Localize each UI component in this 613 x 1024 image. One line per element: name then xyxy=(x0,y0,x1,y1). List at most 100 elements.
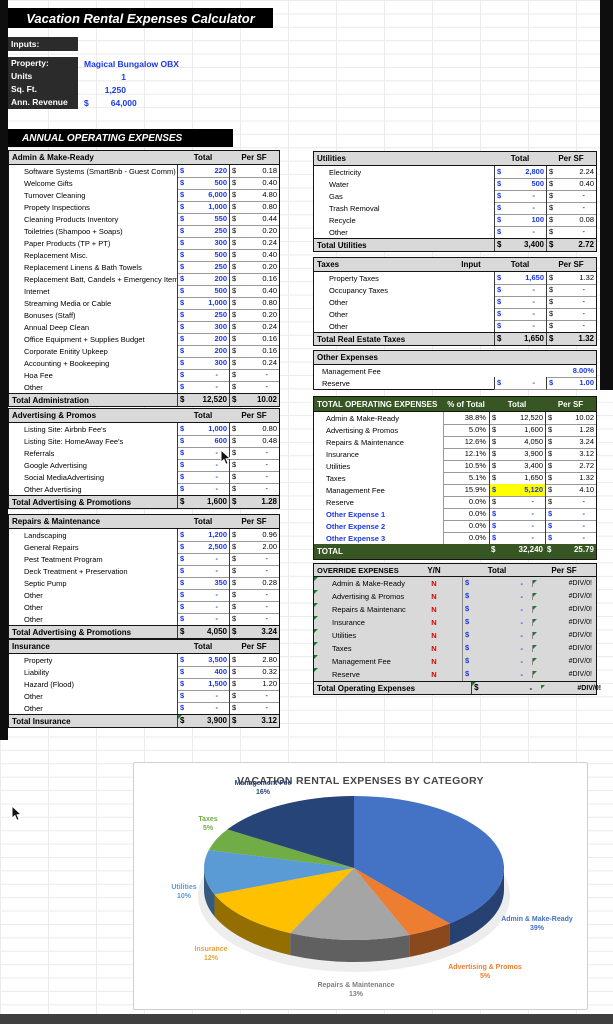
column-header-persf[interactable]: Per SF xyxy=(558,154,584,163)
cell-dollar[interactable]: $ xyxy=(547,545,552,554)
input-label[interactable]: Property: xyxy=(8,57,78,70)
cell-total[interactable]: - xyxy=(505,377,546,390)
cell-total[interactable]: 3,500 xyxy=(188,654,229,667)
cell-dollar[interactable]: $ xyxy=(177,369,188,382)
cell-dollar[interactable]: $ xyxy=(489,424,500,437)
cell-label[interactable]: Admin & Make-Ready xyxy=(332,579,405,588)
cell-dollar[interactable]: $ xyxy=(471,682,485,694)
cell-label[interactable]: Other Expense 3 xyxy=(326,534,386,543)
cell-total[interactable]: 550 xyxy=(188,213,229,226)
cell-dollar[interactable]: $ xyxy=(545,460,557,473)
cell-persf[interactable]: #DIV/0! xyxy=(532,606,596,613)
cell-dollar[interactable]: $ xyxy=(177,201,188,214)
cell-total[interactable]: 250 xyxy=(188,309,229,322)
cell-label[interactable]: Taxes xyxy=(332,644,352,653)
cell-label[interactable]: Streaming Media or Cable xyxy=(24,299,112,308)
cell-label[interactable]: Office Equipment + Supplies Budget xyxy=(24,335,145,344)
cell-dollar[interactable]: $ xyxy=(546,166,560,179)
cell-persf[interactable]: #DIV/0! xyxy=(532,671,596,678)
cell-dollar[interactable]: $ xyxy=(229,529,243,542)
cell-label[interactable]: Admin & Make-Ready xyxy=(326,414,399,423)
cell-pct[interactable]: 5.1% xyxy=(443,472,489,485)
column-header-total[interactable]: Total xyxy=(510,154,530,163)
cell-dollar[interactable]: $ xyxy=(494,296,505,309)
column-header-total[interactable]: Total xyxy=(193,517,213,526)
cell-dollar[interactable]: $ xyxy=(229,553,243,566)
input-value[interactable]: Magical Bungalow OBX xyxy=(84,58,179,69)
cell-dollar[interactable]: $ xyxy=(229,189,243,202)
cell-total[interactable]: - xyxy=(520,670,524,679)
total-value[interactable]: 4,050 xyxy=(206,627,227,636)
cell-label[interactable]: Referrals xyxy=(24,449,55,458)
cell-dollar[interactable]: $ xyxy=(177,177,188,190)
inputs-header[interactable]: Inputs: xyxy=(8,37,78,51)
cell-dollar[interactable]: $ xyxy=(462,655,476,668)
cell-dollar[interactable]: $ xyxy=(489,496,500,509)
cell-dollar[interactable]: $ xyxy=(462,616,476,629)
cell-label[interactable]: Social MediaAdvertising xyxy=(24,473,105,482)
cell-label[interactable]: Google Advertising xyxy=(24,461,87,470)
cell-label[interactable]: Repairs & Maintenance xyxy=(326,438,404,447)
cell-dollar[interactable]: $ xyxy=(546,377,560,390)
cell-persf[interactable]: #DIV/0! xyxy=(532,645,596,652)
cell-persf[interactable]: 0.16 xyxy=(243,345,279,358)
cell-persf[interactable]: #DIV/0! xyxy=(532,593,596,600)
cell-persf[interactable]: 1.32 xyxy=(560,272,596,285)
cell-dollar[interactable]: $ xyxy=(177,447,188,460)
cell-dollar[interactable]: $ xyxy=(229,565,243,578)
cell-persf[interactable]: 0.16 xyxy=(243,333,279,346)
cell-dollar[interactable]: $ xyxy=(545,520,557,533)
cell-label[interactable]: Software Systems (SmartBnb - Guest Comm) xyxy=(24,167,176,176)
pie-chart-panel[interactable]: VACATION RENTAL EXPENSES BY CATEGORY Adm… xyxy=(133,762,588,1010)
column-header-total[interactable]: Total xyxy=(193,642,213,651)
column-header-persf[interactable]: Per SF xyxy=(241,642,267,651)
section-title[interactable]: Taxes xyxy=(317,260,340,269)
cell-dollar[interactable]: $ xyxy=(177,394,188,406)
cell-total[interactable]: - xyxy=(505,296,546,309)
cell-total[interactable]: 1,200 xyxy=(188,529,229,542)
cell-dollar[interactable]: $ xyxy=(229,177,243,190)
cell-dollar[interactable]: $ xyxy=(177,577,188,590)
cell-persf[interactable]: 1.28 xyxy=(557,424,596,437)
cell-label[interactable]: Reserve xyxy=(326,498,354,507)
cell-dollar[interactable]: $ xyxy=(489,436,500,449)
cell-label[interactable]: Other xyxy=(24,692,43,701)
cell-dollar[interactable]: $ xyxy=(545,436,557,449)
column-header-pct[interactable]: % of Total xyxy=(447,399,485,409)
total-persf[interactable]: 1.32 xyxy=(578,334,594,343)
cell-dollar[interactable]: $ xyxy=(229,297,243,310)
cell-dollar[interactable]: $ xyxy=(494,333,505,345)
cell-label[interactable]: Recycle xyxy=(329,216,356,225)
cell-dollar[interactable]: $ xyxy=(546,239,560,251)
cell-persf[interactable]: 0.40 xyxy=(243,249,279,262)
cell-dollar[interactable]: $ xyxy=(545,412,557,425)
cell-label[interactable]: Replacement Batt, Candels + Emergency It… xyxy=(24,275,177,284)
cell-yn[interactable]: N xyxy=(431,644,437,653)
cell-dollar[interactable]: $ xyxy=(494,190,505,203)
cell-dollar[interactable]: $ xyxy=(229,273,243,286)
cell-total[interactable]: 2,500 xyxy=(188,541,229,554)
cell-total[interactable]: 300 xyxy=(188,321,229,334)
total-label[interactable]: Total Operating Expenses xyxy=(317,683,416,693)
cell-dollar[interactable]: $ xyxy=(545,496,557,509)
cell-total[interactable]: 500 xyxy=(188,177,229,190)
cell-total[interactable]: - xyxy=(520,644,524,653)
cell-dollar[interactable]: $ xyxy=(229,471,243,484)
cell-persf[interactable]: 1.32 xyxy=(557,472,596,485)
cell-dollar[interactable]: $ xyxy=(229,201,243,214)
cell-persf[interactable]: - xyxy=(243,471,279,484)
cell-dollar[interactable]: $ xyxy=(177,690,188,703)
cell-dollar[interactable]: $ xyxy=(177,165,188,178)
cell-label[interactable]: Other xyxy=(24,615,43,624)
cell-total[interactable]: - xyxy=(505,308,546,321)
cell-total[interactable]: 1,000 xyxy=(188,201,229,214)
cell-dollar[interactable]: $ xyxy=(491,545,496,554)
cell-dollar[interactable]: $ xyxy=(494,214,505,227)
cell-label[interactable]: Other xyxy=(329,322,348,331)
cell-persf[interactable]: 4.10 xyxy=(557,484,596,497)
cell-yn[interactable]: N xyxy=(431,657,437,666)
input-label[interactable]: Sq. Ft. xyxy=(8,83,78,96)
cell-persf[interactable]: 0.20 xyxy=(243,225,279,238)
column-header-input[interactable]: Input xyxy=(461,260,481,269)
cell-label[interactable]: Septic Pump xyxy=(24,579,67,588)
